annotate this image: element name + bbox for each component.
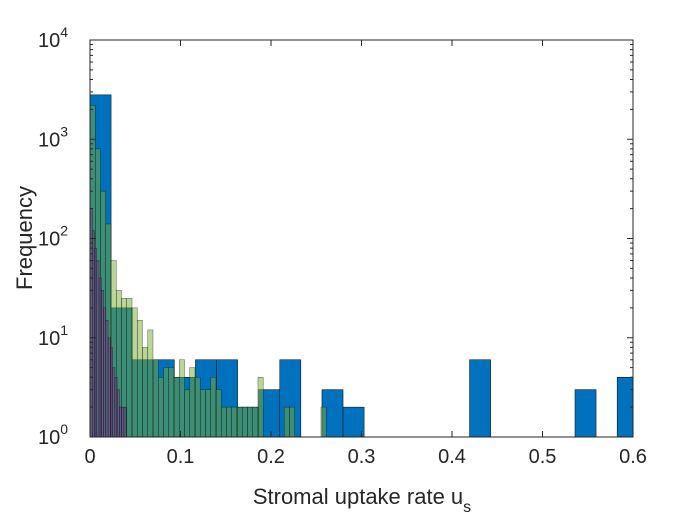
bar-series3-2 bbox=[92, 230, 95, 438]
x-tick-label-2: 0.1 bbox=[167, 446, 195, 468]
y-tick-label-base: 10 bbox=[38, 328, 60, 350]
bar-series2-29 bbox=[236, 406, 243, 438]
bars-group bbox=[89, 94, 634, 438]
bar-series3-12 bbox=[114, 376, 118, 438]
bar-series2-36 bbox=[320, 406, 327, 438]
bar-series2-9 bbox=[131, 307, 138, 438]
bar-series2-33 bbox=[257, 376, 264, 438]
y-tick-label-base: 10 bbox=[38, 427, 60, 449]
bar-series2-34 bbox=[283, 406, 290, 438]
bar-series2-32 bbox=[252, 406, 259, 438]
bar-series2-19 bbox=[184, 389, 190, 438]
y-tick-label-5: 104 bbox=[38, 24, 68, 52]
y-tick-label-base: 10 bbox=[38, 229, 60, 251]
x-axis-title: Stromal uptake rate us bbox=[253, 484, 471, 516]
bar-series3-15 bbox=[121, 406, 125, 438]
bar-series2-35 bbox=[289, 406, 295, 438]
y-tick-label-exponent: 1 bbox=[60, 322, 68, 338]
bar-series3-13 bbox=[116, 389, 120, 438]
x-tick-label-4: 0.3 bbox=[348, 446, 376, 468]
bar-series1-13 bbox=[469, 359, 491, 438]
bar-series2-25 bbox=[215, 389, 222, 438]
bar-series2-23 bbox=[205, 389, 211, 438]
bar-series3-11 bbox=[112, 367, 116, 438]
bar-series2-18 bbox=[178, 359, 185, 438]
x-tick-label-6: 0.5 bbox=[529, 446, 557, 468]
bar-series2-26 bbox=[220, 406, 227, 438]
bar-series2-27 bbox=[226, 406, 232, 438]
bar-series2-8 bbox=[126, 298, 133, 438]
bar-series2-31 bbox=[247, 406, 253, 438]
bar-series2-20 bbox=[189, 367, 196, 438]
x-tick-label-5: 0.4 bbox=[438, 446, 466, 468]
bar-series2-17 bbox=[173, 376, 180, 438]
y-tick-label-exponent: 3 bbox=[60, 123, 68, 139]
x-axis-title-subscript: s bbox=[463, 499, 471, 516]
bar-series2-30 bbox=[241, 406, 248, 438]
bar-series3-7 bbox=[103, 307, 107, 438]
bar-series3-6 bbox=[101, 290, 104, 438]
bar-series2-10 bbox=[136, 320, 143, 438]
bar-series3-8 bbox=[105, 320, 109, 438]
x-tick-label-1: 0 bbox=[84, 446, 95, 468]
bar-series3-5 bbox=[98, 277, 102, 438]
bar-series1-14 bbox=[574, 389, 597, 438]
bar-series2-13 bbox=[152, 359, 159, 438]
x-axis-title-main: Stromal uptake rate u bbox=[253, 484, 463, 509]
y-tick-label-1: 100 bbox=[38, 421, 68, 449]
bar-series2-24 bbox=[210, 376, 217, 438]
bar-series2-14 bbox=[157, 376, 164, 438]
y-tick-label-3: 102 bbox=[38, 223, 68, 251]
y-tick-label-exponent: 0 bbox=[60, 421, 68, 437]
bar-series2-21 bbox=[194, 376, 201, 438]
y-tick-label-exponent: 2 bbox=[60, 223, 68, 239]
x-tick-label-7: 0.6 bbox=[619, 446, 647, 468]
bar-series3-16 bbox=[123, 406, 127, 438]
bar-series2-15 bbox=[163, 367, 169, 438]
y-tick-label-2: 101 bbox=[38, 322, 68, 350]
bar-series2-12 bbox=[147, 329, 154, 438]
bar-series3-14 bbox=[119, 406, 122, 438]
bar-series3-4 bbox=[96, 260, 100, 438]
bar-series2-28 bbox=[231, 406, 238, 438]
y-axis-title: Frequency bbox=[12, 186, 37, 290]
bar-series1-12 bbox=[342, 406, 365, 438]
bar-series3-10 bbox=[110, 347, 113, 438]
bar-series2-22 bbox=[199, 389, 206, 438]
y-tick-label-base: 10 bbox=[38, 129, 60, 151]
x-tick-label-3: 0.2 bbox=[257, 446, 285, 468]
bar-series3-3 bbox=[94, 247, 98, 438]
bar-series3-9 bbox=[107, 337, 111, 438]
y-tick-label-base: 10 bbox=[38, 30, 60, 52]
bar-series2-11 bbox=[142, 347, 148, 438]
y-tick-label-4: 103 bbox=[38, 123, 68, 151]
bar-series2-16 bbox=[168, 367, 175, 438]
y-tick-label-exponent: 4 bbox=[60, 24, 68, 40]
